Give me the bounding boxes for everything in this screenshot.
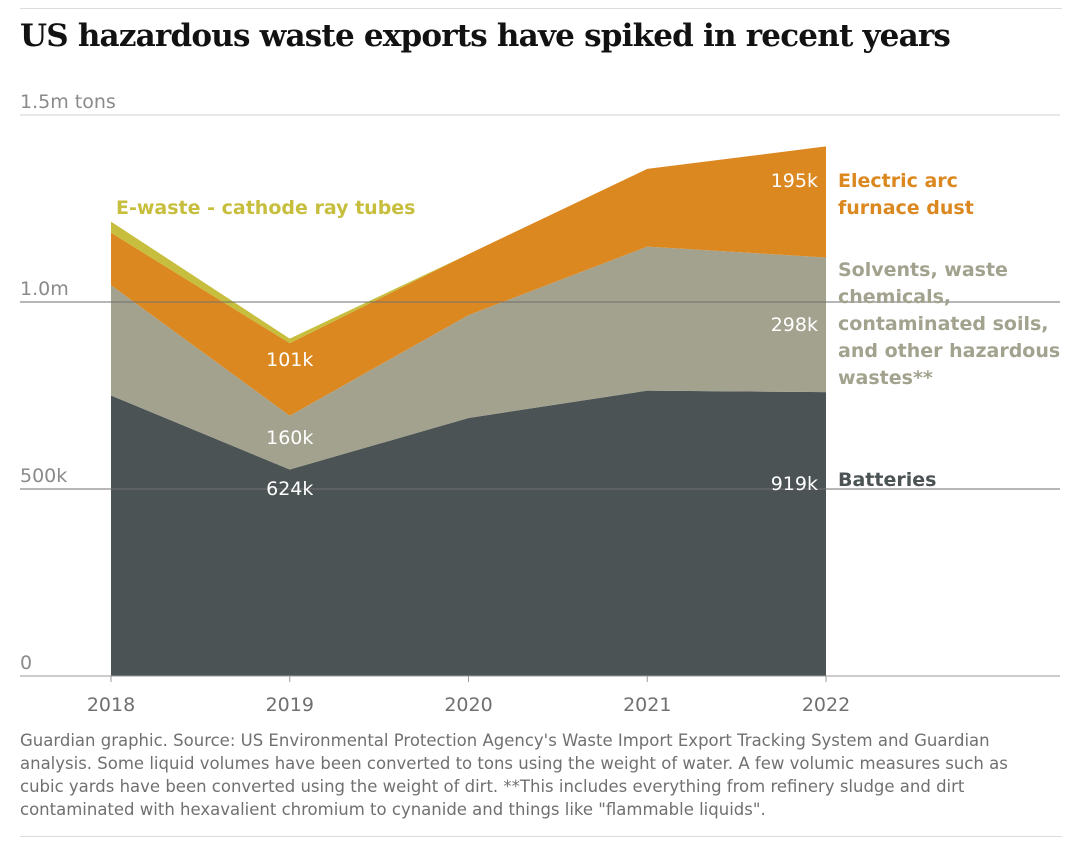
value-label: 919k [771, 473, 818, 495]
series-label-line: E-waste - cathode ray tubes [116, 197, 416, 219]
series-label-line: wastes** [838, 367, 933, 389]
series-label-line: chemicals, [838, 286, 951, 308]
x-tick-label: 2019 [266, 694, 314, 716]
x-tick-label: 2022 [802, 694, 850, 716]
value-label: 195k [771, 170, 818, 192]
top-rule [20, 8, 1062, 9]
series-label: Batteries [838, 469, 936, 491]
value-label: 624k [266, 478, 313, 500]
value-label: 160k [266, 427, 313, 449]
area-batteries [111, 390, 826, 676]
source-footnote: Guardian graphic. Source: US Environment… [20, 731, 1008, 819]
chart-title: US hazardous waste exports have spiked i… [20, 18, 951, 54]
y-tick-label: 1.0m [20, 278, 69, 300]
y-tick-label: 1.5m tons [20, 91, 116, 113]
series-label-line: Electric arc [838, 170, 958, 192]
value-label: 101k [266, 349, 313, 371]
series-label: Solvents, waste chemicals, contaminated so… [838, 259, 1060, 389]
y-tick-label: 0 [20, 652, 32, 674]
series-label-line: and other hazardous [838, 340, 1060, 362]
bottom-rule [20, 836, 1062, 837]
series-label-line: Batteries [838, 469, 936, 491]
x-tick-label: 2020 [444, 694, 492, 716]
series-label-line: Solvents, waste [838, 259, 1008, 281]
series-label: E-waste - cathode ray tubes [116, 197, 416, 219]
area-electric [111, 146, 826, 416]
series-label-line: furnace dust [838, 197, 974, 219]
y-tick-label: 500k [20, 465, 67, 487]
x-tick-label: 2018 [87, 694, 135, 716]
series-label-line: contaminated soils, [838, 313, 1049, 335]
series-label: Electric arc furnace dust [838, 170, 974, 219]
x-tick-label: 2021 [623, 694, 671, 716]
value-label: 298k [771, 314, 818, 336]
